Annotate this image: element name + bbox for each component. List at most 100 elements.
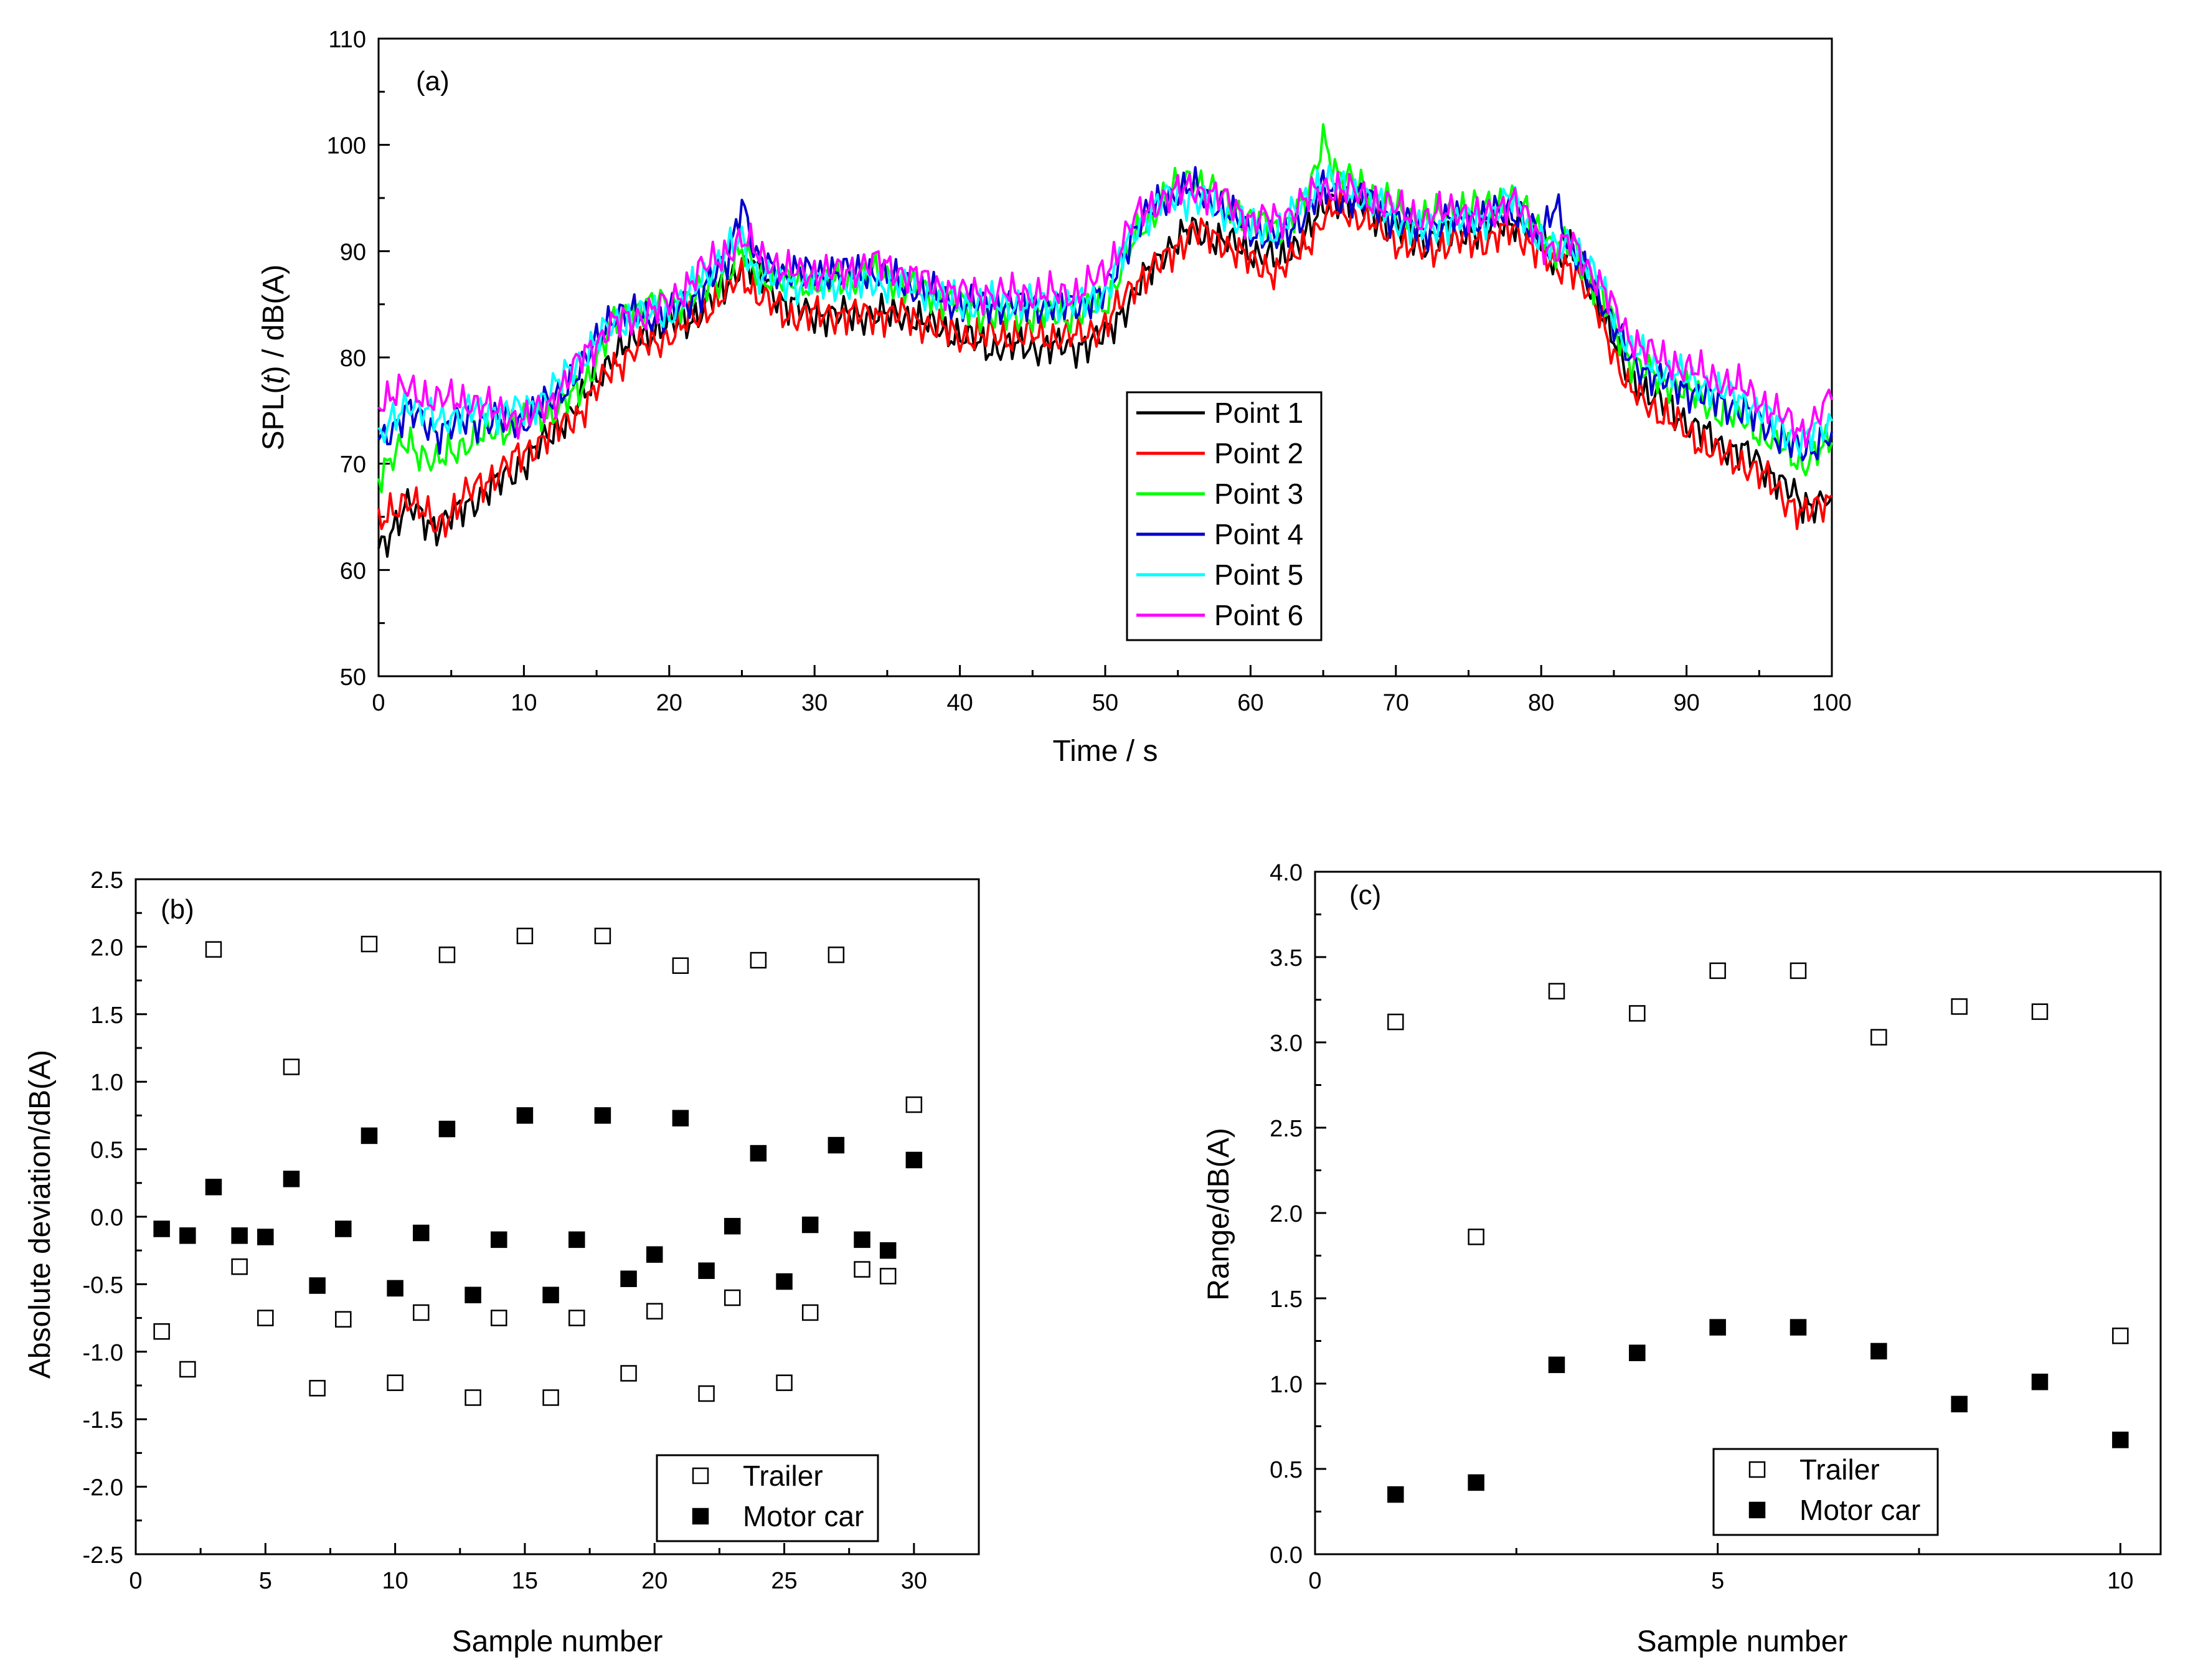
trailer-point: [491, 1310, 507, 1326]
motor-car-point: [1870, 1343, 1887, 1360]
b-y-tick-label: -2.5: [83, 1542, 123, 1569]
legend-label-trailer: Trailer: [743, 1460, 823, 1492]
motor-car-point: [1709, 1319, 1726, 1336]
trailer-point: [438, 946, 456, 963]
trailer-point: [801, 1304, 819, 1321]
panel-c-series: [1387, 962, 2129, 1503]
panel-c-x-axis-label: Sample number: [1637, 1625, 1848, 1658]
trailer-point: [2031, 1003, 2049, 1020]
motor-car-point: [205, 1179, 222, 1196]
motor-car-point: [568, 1231, 585, 1248]
panel-a-series: [377, 123, 1833, 558]
c-x-tick-label: 0: [1308, 1568, 1321, 1594]
panel-c: 0 5 10 0.0 0.5 1.0 1.5 2.0 2.5 3.0 3.5 4.0 (c) Sam…: [1202, 860, 2162, 1658]
trailer-point: [1951, 998, 1968, 1015]
legend-label-motor-car: Motor car: [1799, 1494, 1920, 1526]
legend-label-point-1: Point 1: [1214, 397, 1303, 429]
motor-car-point: [179, 1227, 196, 1244]
trailer-point: [568, 1310, 585, 1326]
panel-a-x-axis-label: Time / s: [1053, 735, 1158, 768]
a-y-tick-label: 100: [327, 133, 366, 159]
trailer-point: [153, 1323, 170, 1340]
legend-label-point-5: Point 5: [1214, 559, 1303, 591]
c-y-tick-label: 3.0: [1270, 1031, 1303, 1057]
b-y-tick-label: -2.0: [83, 1475, 123, 1501]
b-y-tick-label: 0.5: [90, 1138, 123, 1164]
motor-car-point: [2112, 1432, 2129, 1448]
b-x-tick-label: 10: [382, 1568, 408, 1594]
legend-label-motor-car: Motor car: [743, 1500, 864, 1532]
motor-car-point: [594, 1107, 611, 1124]
legend-label-point-4: Point 4: [1214, 518, 1303, 550]
a-y-tick-label: 70: [340, 452, 366, 478]
trailer-point: [1548, 983, 1565, 1000]
panel-b-series: [153, 927, 923, 1406]
panel-b: 0 5 10 15 20 25 30 -2.5 -2.0 -1.5 -1.0 -0.5 0.0 0.5 1…: [24, 867, 980, 1658]
trailer-point: [854, 1261, 870, 1278]
trailer-point: [413, 1304, 430, 1321]
b-x-tick-label: 15: [512, 1568, 538, 1594]
b-y-tick-label: -1.5: [83, 1407, 123, 1433]
trailer-point: [672, 957, 689, 974]
trailer-point: [2112, 1328, 2129, 1344]
panel-b-legend: Trailer Motor car: [656, 1454, 879, 1542]
trailer-point: [516, 927, 534, 945]
motor-car-point: [1387, 1486, 1404, 1503]
panel-a-label: (a): [416, 66, 450, 97]
motor-car-point: [335, 1220, 352, 1237]
trailer-point: [1387, 1013, 1404, 1031]
a-x-tick-label: 80: [1528, 690, 1554, 716]
a-x-tick-label: 0: [372, 690, 385, 716]
legend-label-point-2: Point 2: [1214, 437, 1303, 470]
trailer-point: [698, 1385, 715, 1402]
legend-label-point-3: Point 3: [1214, 478, 1303, 510]
trailer-point: [879, 1268, 897, 1285]
panel-a-x-ticks: 0 10 20 30 40 50 60 70 80 90 100: [372, 665, 1852, 716]
a-y-tick-label: 90: [340, 239, 366, 265]
motor-car-point: [828, 1136, 845, 1154]
motor-car-point: [491, 1231, 507, 1248]
trailer-point: [179, 1361, 196, 1378]
motor-car-point: [801, 1216, 819, 1234]
a-y-tick-label: 110: [328, 27, 366, 53]
panel-a-legend-box: [1126, 391, 1323, 641]
trailer-point: [1870, 1029, 1887, 1046]
motor-car-point: [854, 1231, 870, 1248]
motor-car-point: [438, 1120, 456, 1138]
panel-b-x-axis-label: Sample number: [452, 1625, 663, 1658]
motor-car-point: [698, 1262, 715, 1279]
trailer-point: [283, 1059, 300, 1075]
b-x-tick-label: 25: [771, 1568, 797, 1594]
panel-a-y-axis-label: SPL(t) / dB(A): [257, 265, 290, 451]
trailer-point: [828, 946, 845, 963]
b-y-tick-label: -0.5: [83, 1272, 123, 1298]
c-y-tick-label: 1.0: [1270, 1372, 1303, 1398]
legend-marker-motor-car: [1748, 1501, 1766, 1519]
motor-car-point: [309, 1277, 326, 1294]
trailer-point: [542, 1389, 559, 1406]
motor-car-point: [1548, 1356, 1565, 1374]
motor-car-point: [646, 1246, 663, 1263]
a-x-tick-label: 10: [511, 690, 537, 716]
legend-marker-trailer: [1748, 1461, 1766, 1478]
a-y-tick-label: 80: [340, 346, 366, 372]
trailer-point: [620, 1365, 637, 1382]
panel-b-x-ticks: 0 5 10 15 20 25 30: [129, 1543, 927, 1594]
trailer-point: [905, 1096, 923, 1113]
b-y-tick-label: 0.0: [90, 1205, 123, 1231]
panel-b-label: (b): [161, 894, 194, 925]
panel-a-y-ticks: 50 60 70 80 90 100 110: [327, 27, 390, 691]
motor-car-point: [283, 1171, 300, 1187]
b-y-tick-label: 2.5: [90, 867, 123, 894]
motor-car-point: [750, 1144, 767, 1162]
b-x-tick-label: 0: [129, 1568, 142, 1594]
c-y-tick-label: 0.5: [1270, 1457, 1303, 1483]
motor-car-point: [879, 1242, 897, 1259]
trailer-point: [1790, 962, 1807, 979]
b-x-tick-label: 20: [641, 1568, 667, 1594]
trailer-point: [335, 1311, 352, 1328]
motor-car-point: [465, 1286, 481, 1303]
legend-label-point-6: Point 6: [1214, 599, 1303, 631]
panel-c-x-ticks: 0 5 10: [1308, 1543, 2133, 1594]
a-y-tick-label: 60: [340, 558, 366, 584]
